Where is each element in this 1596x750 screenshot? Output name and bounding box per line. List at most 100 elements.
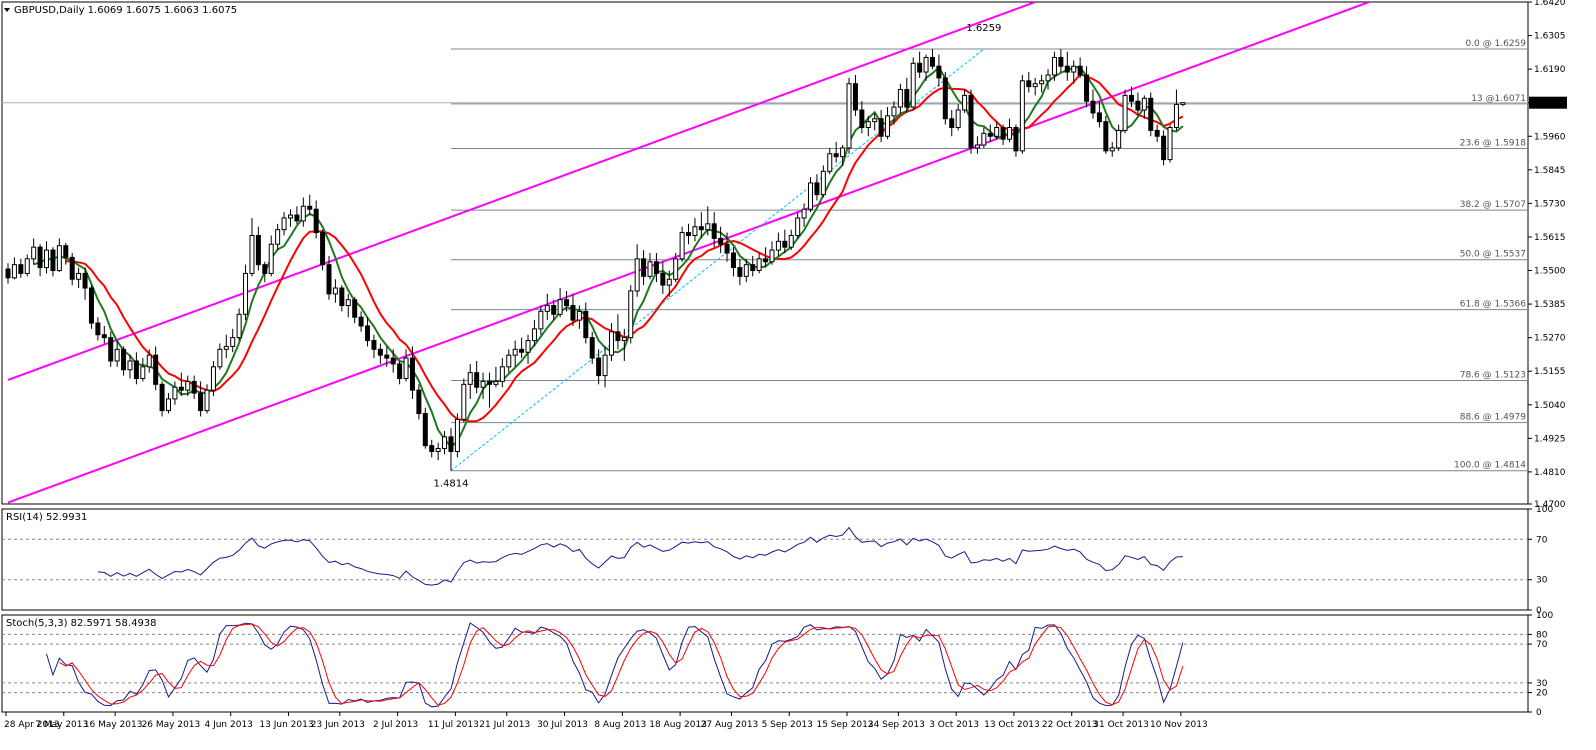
- candle: [1167, 124, 1173, 163]
- x-tick-label: 24 Sep 2013: [868, 720, 925, 730]
- candle-body: [942, 77, 948, 120]
- candle: [339, 285, 345, 312]
- candle-body: [910, 62, 916, 108]
- candle-body: [801, 208, 807, 219]
- candle: [1032, 77, 1038, 96]
- candle-body: [994, 127, 1000, 137]
- candle: [44, 241, 50, 274]
- fib-label: 78.6 @ 1.5123: [1460, 371, 1526, 381]
- candle-body: [223, 345, 229, 350]
- candle-body: [454, 418, 460, 452]
- candle-body: [217, 348, 223, 368]
- indicator-title-stoch: Stoch(5,3,3) 82.5971 58.4938: [6, 618, 157, 629]
- candle: [647, 253, 653, 280]
- candle-body: [512, 348, 518, 356]
- candle: [512, 340, 518, 367]
- candle-body: [544, 305, 550, 312]
- candle-body: [846, 83, 852, 149]
- y-tick-label: 1.5615: [1534, 233, 1566, 243]
- candle: [88, 285, 94, 329]
- candle-body: [198, 392, 204, 412]
- candle: [210, 360, 216, 397]
- candle-body: [897, 89, 903, 108]
- candle-body: [673, 258, 679, 280]
- candle: [962, 89, 968, 113]
- osc-y-tick-label: 30: [1536, 576, 1548, 586]
- candle: [384, 346, 390, 367]
- candle-body: [313, 208, 319, 234]
- candle: [564, 290, 570, 312]
- y-tick-label: 1.5500: [1534, 267, 1566, 277]
- candle-body: [737, 267, 743, 277]
- candle: [326, 255, 332, 300]
- candle: [377, 343, 383, 364]
- candle: [429, 439, 435, 458]
- candle: [1064, 51, 1070, 81]
- candle: [942, 72, 948, 125]
- candle: [1077, 57, 1083, 78]
- candle: [1096, 101, 1102, 128]
- candle: [82, 267, 88, 300]
- candle: [782, 229, 788, 253]
- y-tick-label: 1.6420: [1534, 0, 1566, 8]
- y-tick-label: 1.4810: [1534, 468, 1566, 478]
- candle-body: [275, 229, 281, 245]
- candle-body: [1154, 129, 1160, 137]
- candle-body: [833, 153, 839, 158]
- candle: [1045, 69, 1051, 90]
- candle-body: [891, 106, 897, 117]
- candle-body: [1077, 65, 1083, 76]
- candle: [910, 57, 916, 110]
- candle: [531, 320, 537, 347]
- candle-body: [1129, 94, 1134, 102]
- candle: [397, 360, 403, 385]
- candle-body: [307, 205, 313, 210]
- candle-body: [1116, 129, 1122, 149]
- candle-body: [1071, 65, 1077, 73]
- candle: [724, 232, 730, 262]
- candle: [544, 293, 550, 321]
- candle: [69, 253, 75, 286]
- stoch-main-line: [46, 622, 1184, 708]
- candle-body: [178, 386, 184, 391]
- candle: [11, 257, 17, 280]
- candle: [101, 325, 107, 344]
- candle-body: [409, 357, 415, 391]
- osc-y-tick-label: 30: [1536, 679, 1548, 689]
- candle: [679, 226, 685, 262]
- candle: [711, 212, 717, 248]
- candle-body: [499, 366, 505, 382]
- candle-body: [397, 363, 403, 380]
- x-tick-label: 10 Nov 2013: [1150, 720, 1208, 730]
- candle: [191, 375, 197, 399]
- candle-body: [294, 214, 300, 222]
- candle: [178, 372, 184, 397]
- candle-body: [852, 83, 858, 111]
- candle-body: [775, 240, 781, 251]
- candle: [634, 244, 640, 297]
- candle: [435, 442, 441, 461]
- candle: [56, 238, 62, 272]
- candle: [641, 250, 647, 286]
- candle-body: [1007, 127, 1013, 140]
- candle: [1129, 86, 1134, 108]
- fib-label: 50.0 @ 1.5537: [1460, 250, 1526, 260]
- candle: [852, 74, 858, 116]
- candle-body: [840, 147, 846, 158]
- candle-body: [467, 372, 473, 385]
- candle-body: [872, 118, 878, 123]
- fib-label: 38.2 @ 1.5707: [1460, 200, 1526, 210]
- x-tick-label: 26 May 2013: [142, 720, 201, 730]
- candle: [1084, 66, 1090, 108]
- candle-body: [763, 258, 769, 263]
- candle: [422, 407, 428, 449]
- candle-body: [878, 118, 884, 137]
- candle: [133, 352, 139, 385]
- candle-body: [377, 348, 383, 356]
- candle: [358, 311, 364, 332]
- candle-body: [172, 386, 178, 400]
- y-tick-label: 1.5960: [1534, 132, 1566, 142]
- candle-body: [589, 337, 595, 359]
- candle-body: [743, 264, 749, 277]
